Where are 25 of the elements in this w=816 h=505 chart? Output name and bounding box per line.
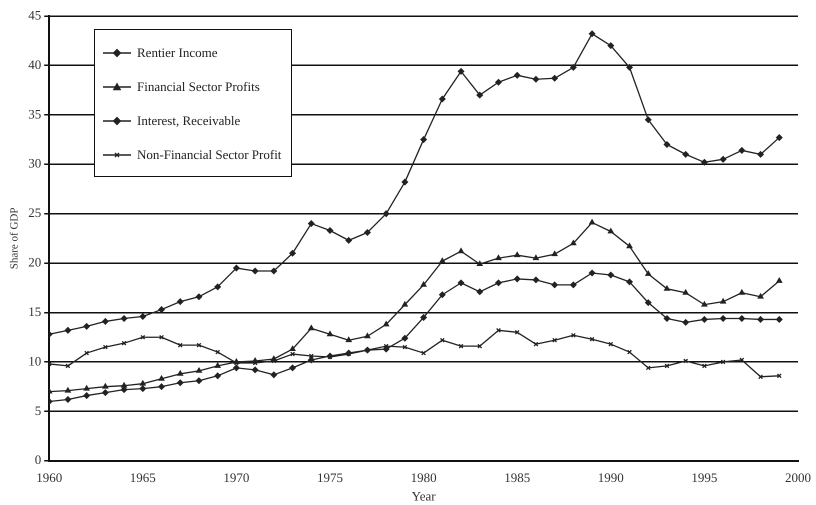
legend-label: Financial Sector Profits [137, 79, 260, 95]
x-tick-label: 1965 [130, 470, 156, 486]
x-tick-label: 1970 [223, 470, 250, 486]
x-tick-label: 1995 [691, 470, 718, 486]
y-tick-label: 45 [28, 7, 42, 22]
y-tick-label: 15 [28, 304, 42, 319]
y-tick-label: 5 [34, 402, 42, 418]
x-axis-title: Year [412, 488, 436, 504]
y-tick-label: 10 [28, 353, 42, 368]
y-tick-label: 35 [28, 106, 42, 122]
y-axis-title: Share of GDP [8, 208, 20, 270]
legend-label: Interest, Receivable [137, 113, 240, 129]
y-tick-label: 0 [34, 452, 42, 468]
x-tick-label: 1980 [410, 470, 437, 486]
legend-label: Non-Financial Sector Profit [137, 147, 282, 163]
y-tick-label: 40 [28, 56, 42, 72]
y-tick-label: 30 [28, 156, 42, 171]
x-tick-label: 1975 [317, 470, 343, 486]
x-tick-label: 1960 [36, 470, 62, 486]
y-tick-label: 25 [28, 205, 42, 220]
x-tick-label: 1990 [598, 470, 624, 486]
x-tick-label: 1985 [504, 470, 530, 486]
x-tick-label: 2000 [785, 470, 811, 486]
legend-label: Rentier Income [137, 45, 218, 61]
y-tick-label: 20 [28, 254, 42, 270]
